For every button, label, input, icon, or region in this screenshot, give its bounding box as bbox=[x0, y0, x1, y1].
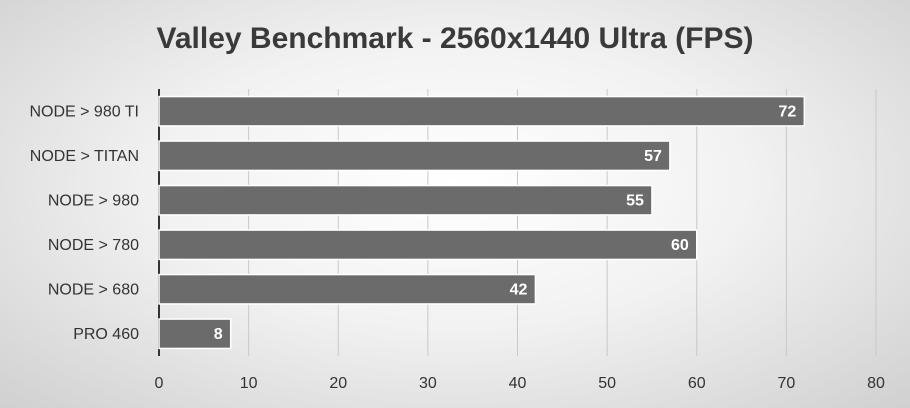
value-label: 55 bbox=[626, 192, 644, 209]
y-tick-label: NODE > 980 TI bbox=[29, 103, 139, 120]
y-tick-label: NODE > 680 bbox=[48, 281, 139, 298]
x-tick-label: 50 bbox=[598, 375, 616, 392]
bar bbox=[158, 229, 698, 261]
y-tick-label: NODE > TITAN bbox=[30, 148, 139, 165]
x-tick-label: 60 bbox=[688, 375, 706, 392]
x-tick-label: 10 bbox=[240, 375, 258, 392]
x-tick-label: 30 bbox=[419, 375, 437, 392]
value-label: 57 bbox=[644, 148, 662, 165]
y-tick-label: NODE > 780 bbox=[48, 237, 139, 254]
chart-title: Valley Benchmark - 2560x1440 Ultra (FPS) bbox=[157, 22, 754, 55]
x-tick-label: 0 bbox=[155, 375, 164, 392]
y-tick-label: PRO 460 bbox=[73, 326, 139, 343]
bar bbox=[158, 140, 671, 172]
value-label: 8 bbox=[214, 326, 223, 343]
bar bbox=[158, 95, 806, 127]
value-label: 42 bbox=[510, 281, 528, 298]
value-label: 60 bbox=[671, 237, 689, 254]
x-tick-label: 20 bbox=[329, 375, 347, 392]
x-tick-label: 70 bbox=[777, 375, 795, 392]
x-tick-label: 80 bbox=[867, 375, 885, 392]
value-label: 72 bbox=[779, 103, 797, 120]
bar bbox=[158, 184, 653, 216]
bar bbox=[158, 318, 232, 350]
y-tick-label: NODE > 980 bbox=[48, 192, 139, 209]
x-tick-label: 40 bbox=[509, 375, 527, 392]
bar bbox=[158, 273, 537, 305]
